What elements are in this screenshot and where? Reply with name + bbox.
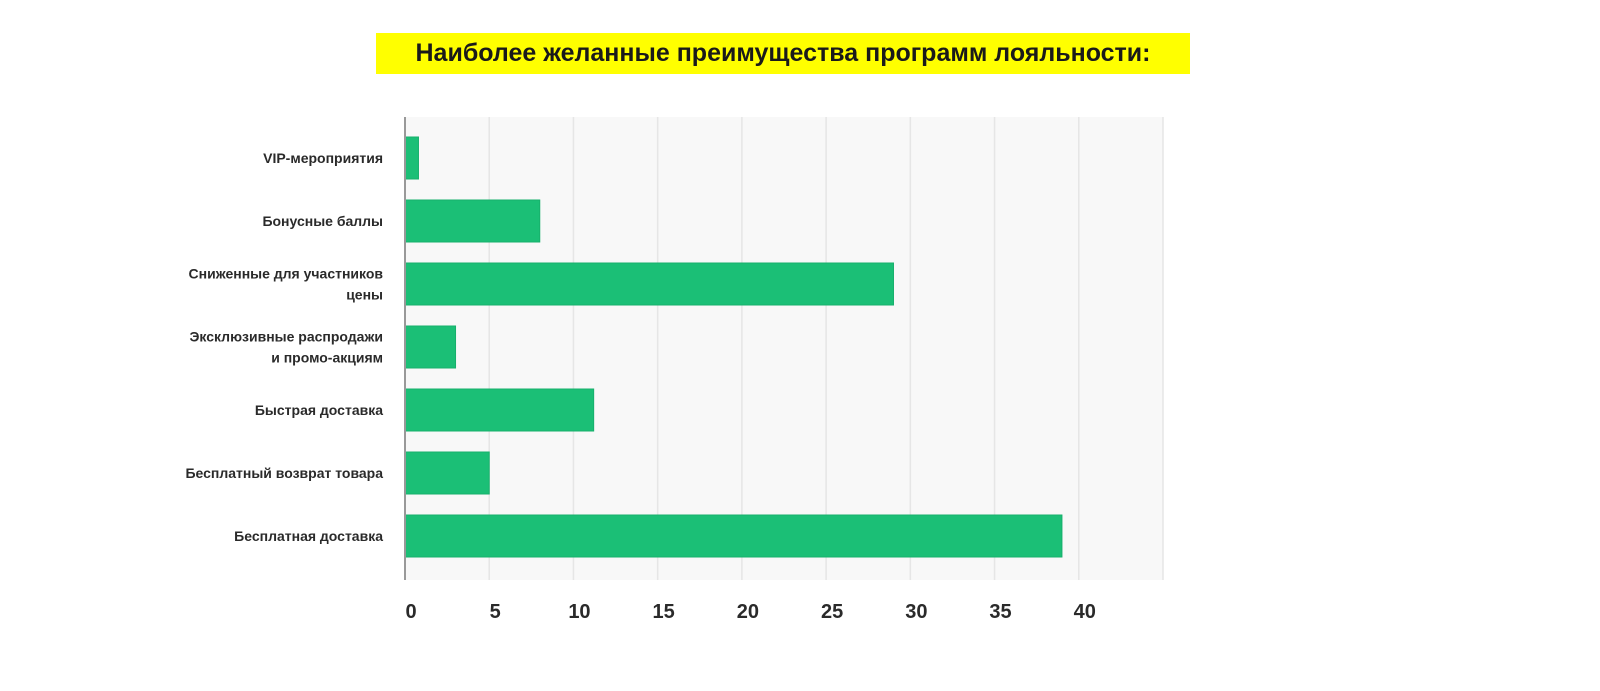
x-tick-label: 10 [568,601,590,623]
category-label-line: Эксклюзивные распродажи [189,329,383,345]
bar [404,325,457,369]
category-label-line: Бесплатный возврат товара [185,465,383,481]
category-label-line: Сниженные для участников [189,266,384,282]
bar [404,199,541,243]
category-label: VIP-мероприятия [263,150,383,166]
x-tick-label: 30 [905,601,927,623]
category-label-line: Бесплатная доставка [234,528,383,544]
x-tick-label: 5 [490,601,501,623]
category-label-line: VIP-мероприятия [263,150,383,166]
category-label: Бесплатный возврат товара [185,465,383,481]
bar [404,451,490,495]
x-tick-label: 15 [653,601,675,623]
chart-title: Наиболее желанные преимущества программ … [376,33,1190,74]
category-label: Быстрая доставка [255,402,383,418]
bar [404,136,419,180]
category-label: Сниженные для участников цены [189,266,384,303]
x-tick-label: 40 [1074,601,1096,623]
category-label: Бонусные баллы [262,213,383,229]
category-label-line: и промо-акциям [271,350,383,366]
x-tick-label: 35 [989,601,1011,623]
category-label: Бесплатная доставка [234,528,383,544]
bar [404,388,595,432]
x-tick-label: 20 [737,601,759,623]
x-tick-label: 0 [405,601,416,623]
category-label-line: Быстрая доставка [255,402,383,418]
bar [404,514,1063,558]
category-label-line: Бонусные баллы [262,213,383,229]
category-label: Эксклюзивные распродажи и промо-акциям [189,329,383,366]
x-tick-label: 25 [821,601,843,623]
plot-area [405,117,1163,580]
bar [404,262,894,306]
category-label-line: цены [346,287,383,303]
